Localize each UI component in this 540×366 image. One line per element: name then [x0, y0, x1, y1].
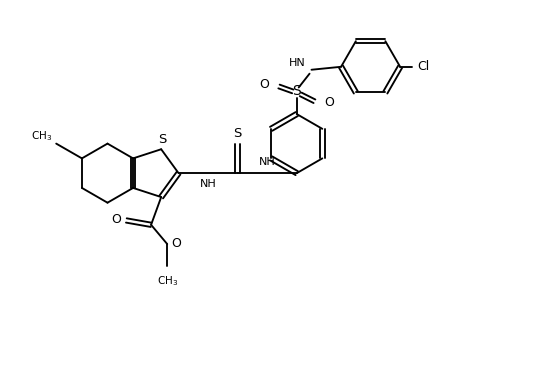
Text: CH$_3$: CH$_3$	[157, 274, 178, 288]
Text: S: S	[233, 127, 242, 140]
Text: S: S	[158, 133, 166, 146]
Text: HN: HN	[289, 58, 306, 68]
Text: CH$_3$: CH$_3$	[31, 129, 52, 143]
Text: O: O	[325, 96, 334, 109]
Text: Cl: Cl	[417, 60, 429, 73]
Text: O: O	[171, 236, 181, 250]
Text: NH: NH	[200, 179, 217, 189]
Text: NH: NH	[259, 157, 275, 167]
Text: O: O	[112, 213, 122, 226]
Text: S: S	[292, 85, 301, 98]
Text: O: O	[259, 78, 269, 91]
